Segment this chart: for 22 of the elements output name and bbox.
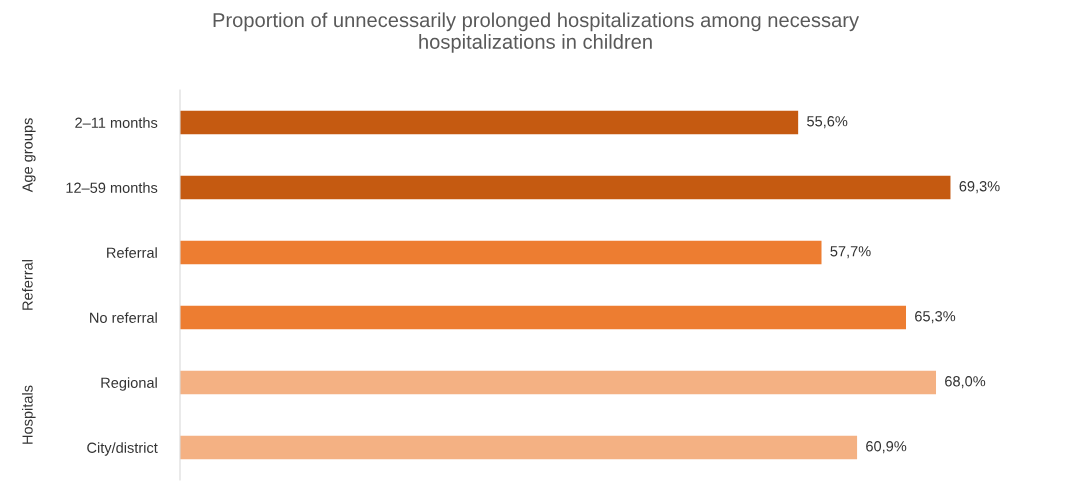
bar [180, 435, 858, 460]
y-tick-label: Referral [107, 247, 157, 258]
data-label: 69,3% [959, 181, 1000, 194]
text: Referral [22, 260, 33, 310]
text: Age groups [22, 118, 36, 193]
bar [180, 305, 906, 330]
y-tick-label: City/district [87, 442, 158, 456]
y-tick-label: 2–11 months [75, 117, 158, 128]
chart-title: Proportion of unnecessarily prolonged hospitalizations among necessary hospitalizations in children [213, 12, 860, 53]
data-label: 60,9% [866, 441, 907, 454]
y-tick-label: Regional [101, 377, 157, 391]
text: Hospitals [22, 385, 36, 444]
data-label: 57,7% [830, 246, 871, 259]
data-label: 65,3% [915, 311, 956, 324]
bar [180, 110, 799, 135]
bar [180, 175, 951, 200]
y-tick-label: No referral [90, 312, 157, 323]
y-tick-label: 12–59 months [66, 182, 158, 193]
bar [180, 240, 822, 265]
data-label: 55,6% [807, 116, 848, 129]
bar [180, 370, 937, 395]
data-label: 68,0% [945, 376, 986, 389]
